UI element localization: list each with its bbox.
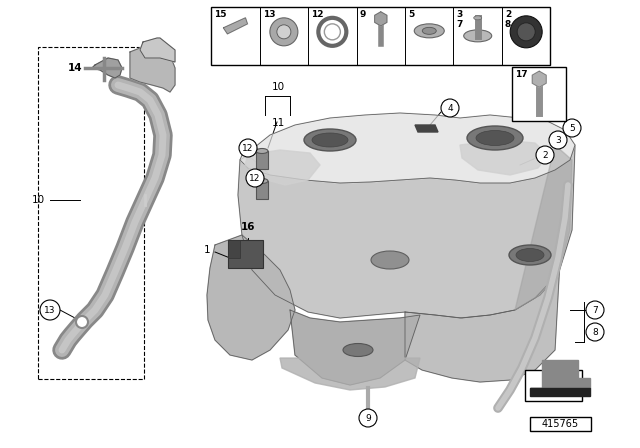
Text: 5: 5 xyxy=(408,10,414,19)
Ellipse shape xyxy=(304,129,356,151)
Text: 3: 3 xyxy=(555,135,561,145)
Ellipse shape xyxy=(422,27,436,34)
Polygon shape xyxy=(415,125,438,132)
Circle shape xyxy=(246,169,264,187)
Text: 5: 5 xyxy=(569,124,575,133)
Circle shape xyxy=(586,323,604,341)
Polygon shape xyxy=(238,145,575,318)
Text: 2
8: 2 8 xyxy=(505,10,511,29)
Circle shape xyxy=(510,16,542,48)
Text: 1: 1 xyxy=(204,245,210,255)
FancyBboxPatch shape xyxy=(530,417,591,431)
Ellipse shape xyxy=(474,16,482,20)
Polygon shape xyxy=(240,113,575,183)
Polygon shape xyxy=(515,145,572,310)
Circle shape xyxy=(536,146,554,164)
Circle shape xyxy=(586,301,604,319)
Text: 9: 9 xyxy=(360,10,366,19)
Circle shape xyxy=(359,409,377,427)
Text: 13: 13 xyxy=(262,10,275,19)
Ellipse shape xyxy=(371,251,409,269)
Ellipse shape xyxy=(464,30,492,42)
Polygon shape xyxy=(530,360,590,388)
Circle shape xyxy=(441,99,459,117)
Text: 3
7: 3 7 xyxy=(456,10,463,29)
Polygon shape xyxy=(92,58,122,78)
Circle shape xyxy=(239,139,257,157)
Ellipse shape xyxy=(256,178,268,184)
FancyBboxPatch shape xyxy=(256,181,268,199)
Text: 10: 10 xyxy=(271,82,285,92)
Polygon shape xyxy=(375,12,387,26)
Polygon shape xyxy=(140,38,175,62)
Text: 13: 13 xyxy=(44,306,56,314)
Polygon shape xyxy=(245,150,320,185)
Ellipse shape xyxy=(516,249,544,262)
Ellipse shape xyxy=(467,126,523,150)
Polygon shape xyxy=(223,18,248,34)
Polygon shape xyxy=(405,260,560,382)
Text: 2: 2 xyxy=(542,151,548,159)
FancyBboxPatch shape xyxy=(211,7,550,65)
Text: 11: 11 xyxy=(271,118,285,128)
FancyBboxPatch shape xyxy=(256,151,268,169)
Ellipse shape xyxy=(312,133,348,147)
FancyBboxPatch shape xyxy=(228,240,263,268)
Polygon shape xyxy=(240,113,575,183)
Text: 415765: 415765 xyxy=(541,419,579,429)
Ellipse shape xyxy=(343,344,373,357)
Text: 6: 6 xyxy=(557,360,563,370)
Text: 12: 12 xyxy=(250,173,260,182)
Circle shape xyxy=(270,18,298,46)
Text: 17: 17 xyxy=(515,70,527,79)
Text: 14: 14 xyxy=(67,63,82,73)
Text: 10: 10 xyxy=(32,195,45,205)
Text: 9: 9 xyxy=(365,414,371,422)
Polygon shape xyxy=(290,310,420,385)
Ellipse shape xyxy=(414,24,444,38)
Text: 16: 16 xyxy=(241,222,255,232)
Ellipse shape xyxy=(256,148,268,154)
Circle shape xyxy=(277,25,291,39)
Circle shape xyxy=(76,316,88,328)
Polygon shape xyxy=(530,388,590,396)
Text: 15: 15 xyxy=(214,10,227,19)
Circle shape xyxy=(517,23,535,41)
Circle shape xyxy=(40,300,60,320)
Text: 12: 12 xyxy=(311,10,324,19)
Polygon shape xyxy=(207,235,295,360)
Circle shape xyxy=(549,131,567,149)
Text: 8: 8 xyxy=(592,327,598,336)
Ellipse shape xyxy=(476,130,514,146)
Polygon shape xyxy=(460,140,548,175)
Circle shape xyxy=(563,119,581,137)
FancyBboxPatch shape xyxy=(525,370,582,401)
Polygon shape xyxy=(532,71,546,87)
Text: 7: 7 xyxy=(592,306,598,314)
FancyBboxPatch shape xyxy=(228,240,240,258)
Ellipse shape xyxy=(509,245,551,265)
Polygon shape xyxy=(130,45,175,92)
Text: 12: 12 xyxy=(243,143,253,152)
FancyBboxPatch shape xyxy=(512,67,566,121)
Polygon shape xyxy=(280,358,420,390)
Text: 4: 4 xyxy=(447,103,453,112)
